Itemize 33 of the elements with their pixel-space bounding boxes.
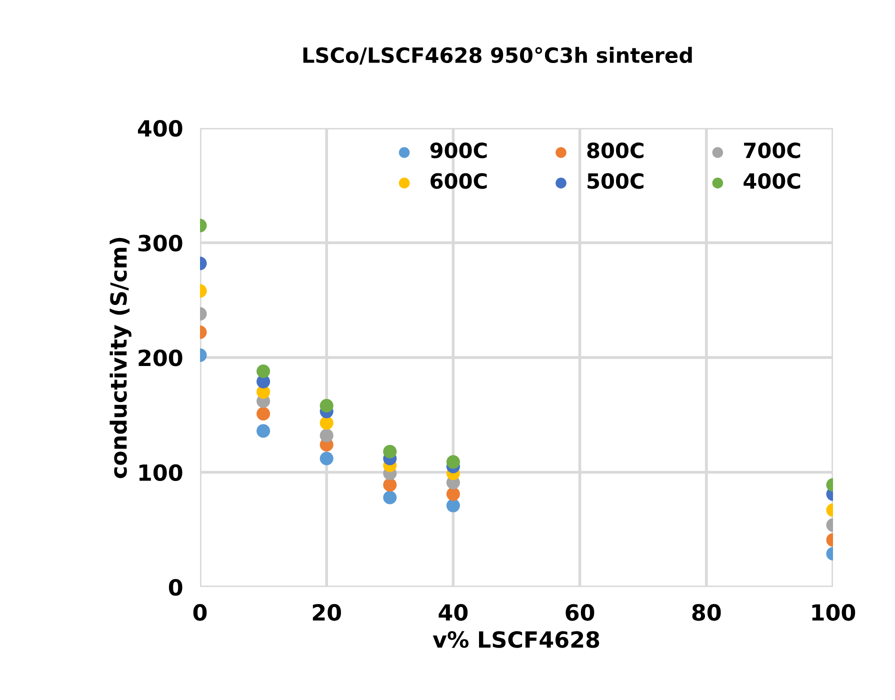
point xyxy=(256,364,270,378)
point xyxy=(256,406,270,420)
point xyxy=(256,424,270,438)
y-tick-label: 0 xyxy=(168,578,182,596)
y-tick-label: 400 xyxy=(138,120,182,137)
y-tick-label: 300 xyxy=(138,234,182,252)
x-tick-label: 0 xyxy=(193,604,207,621)
y-axis-title: conductivity (S/cm) xyxy=(110,238,132,478)
point xyxy=(446,498,460,512)
legend-label: 500C xyxy=(588,173,644,189)
legend-label: 400C xyxy=(744,173,800,189)
point xyxy=(383,490,397,504)
x-tick-label: 60 xyxy=(566,604,594,621)
legend-label: 700C xyxy=(744,142,800,158)
point xyxy=(320,398,334,412)
point xyxy=(383,444,397,458)
legend-label: 800C xyxy=(587,142,644,158)
point xyxy=(446,455,460,469)
point xyxy=(383,478,397,492)
y-tick-label: 200 xyxy=(138,349,182,366)
x-tick-label: 40 xyxy=(438,604,468,621)
x-tick-label: 80 xyxy=(692,604,721,621)
point xyxy=(320,416,334,430)
y-tick-label: 100 xyxy=(139,464,182,482)
point xyxy=(320,428,334,442)
chart-title: LSCo/LSCF4628 950°C3h sintered xyxy=(303,46,692,65)
legend-label: 900C xyxy=(430,142,487,158)
x-axis-title: v% LSCF4628 xyxy=(432,631,600,648)
x-tick-label: 20 xyxy=(312,604,341,621)
point xyxy=(446,487,460,501)
legend-label: 600C xyxy=(430,173,487,189)
point xyxy=(320,452,334,466)
x-tick-label: 100 xyxy=(812,604,856,621)
